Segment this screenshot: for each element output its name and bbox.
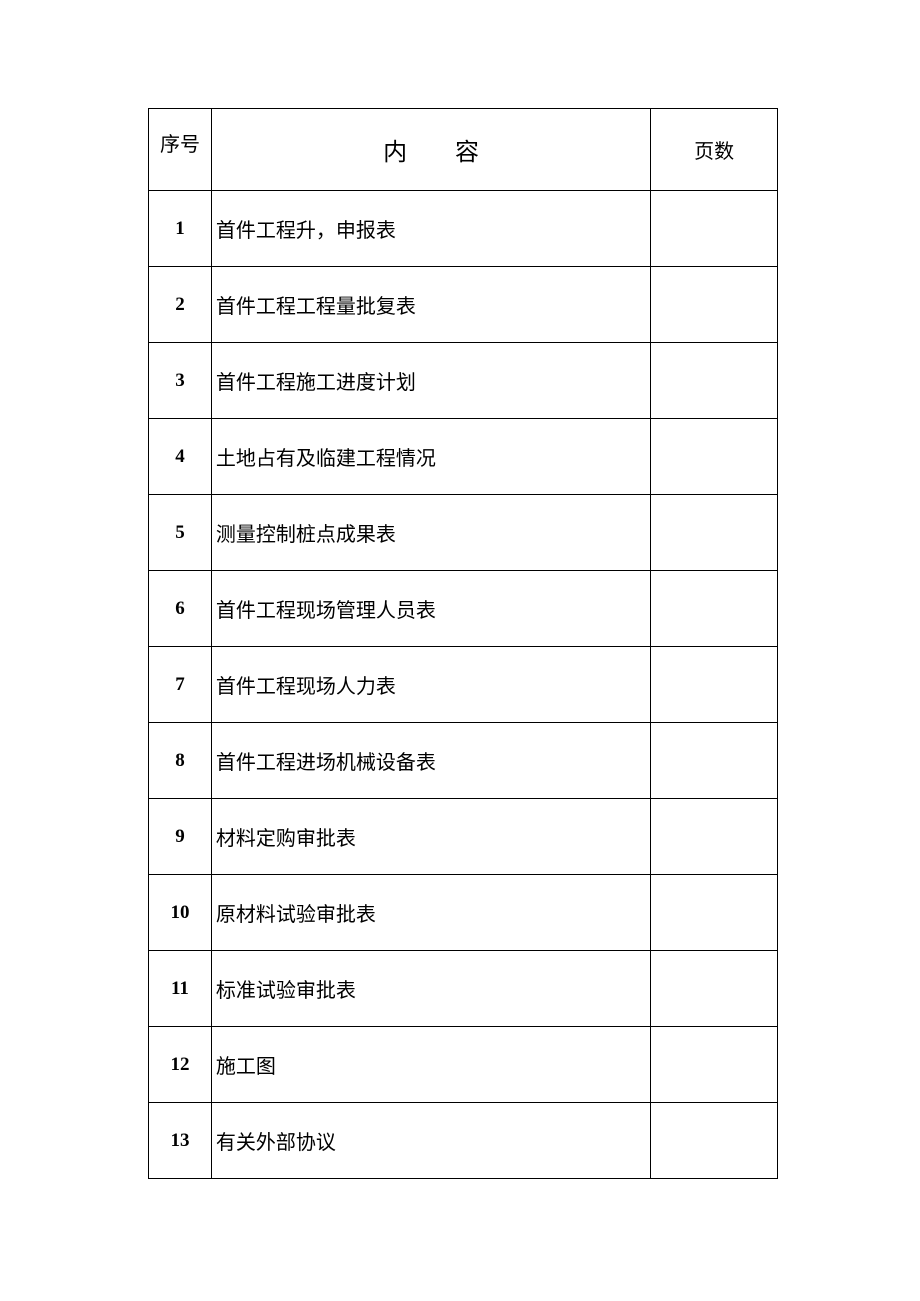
cell-index: 8 <box>149 723 212 799</box>
cell-content: 首件工程工程量批复表 <box>211 267 650 343</box>
cell-index: 3 <box>149 343 212 419</box>
cell-content: 首件工程升，申报表 <box>211 191 650 267</box>
cell-pages <box>651 647 778 723</box>
table-row: 8首件工程进场机械设备表 <box>149 723 778 799</box>
cell-index: 1 <box>149 191 212 267</box>
cell-pages <box>651 723 778 799</box>
cell-content: 土地占有及临建工程情况 <box>211 419 650 495</box>
cell-index: 9 <box>149 799 212 875</box>
cell-index: 11 <box>149 951 212 1027</box>
cell-content: 首件工程现场管理人员表 <box>211 571 650 647</box>
table-row: 13有关外部协议 <box>149 1103 778 1179</box>
cell-pages <box>651 875 778 951</box>
cell-index: 2 <box>149 267 212 343</box>
table-row: 1首件工程升，申报表 <box>149 191 778 267</box>
cell-pages <box>651 191 778 267</box>
table-row: 9材料定购审批表 <box>149 799 778 875</box>
cell-content: 首件工程施工进度计划 <box>211 343 650 419</box>
cell-pages <box>651 799 778 875</box>
cell-content: 有关外部协议 <box>211 1103 650 1179</box>
cell-pages <box>651 1103 778 1179</box>
cell-content: 首件工程进场机械设备表 <box>211 723 650 799</box>
cell-content: 测量控制桩点成果表 <box>211 495 650 571</box>
cell-pages <box>651 343 778 419</box>
table-row: 4土地占有及临建工程情况 <box>149 419 778 495</box>
cell-index: 7 <box>149 647 212 723</box>
cell-pages <box>651 419 778 495</box>
cell-content: 首件工程现场人力表 <box>211 647 650 723</box>
table-header-row: 序号 内容 页数 <box>149 109 778 191</box>
table-body: 1首件工程升，申报表2首件工程工程量批复表3首件工程施工进度计划4土地占有及临建… <box>149 191 778 1179</box>
header-pages: 页数 <box>651 109 778 191</box>
cell-index: 4 <box>149 419 212 495</box>
cell-index: 12 <box>149 1027 212 1103</box>
cell-pages <box>651 571 778 647</box>
cell-content: 材料定购审批表 <box>211 799 650 875</box>
cell-index: 10 <box>149 875 212 951</box>
cell-pages <box>651 951 778 1027</box>
cell-content: 施工图 <box>211 1027 650 1103</box>
table-row: 11标准试验审批表 <box>149 951 778 1027</box>
cell-content: 原材料试验审批表 <box>211 875 650 951</box>
contents-table: 序号 内容 页数 1首件工程升，申报表2首件工程工程量批复表3首件工程施工进度计… <box>148 108 778 1179</box>
cell-index: 6 <box>149 571 212 647</box>
table-row: 2首件工程工程量批复表 <box>149 267 778 343</box>
table-row: 3首件工程施工进度计划 <box>149 343 778 419</box>
table-row: 12施工图 <box>149 1027 778 1103</box>
header-content: 内容 <box>211 109 650 191</box>
cell-index: 5 <box>149 495 212 571</box>
table-row: 5测量控制桩点成果表 <box>149 495 778 571</box>
table-row: 10原材料试验审批表 <box>149 875 778 951</box>
cell-index: 13 <box>149 1103 212 1179</box>
cell-pages <box>651 267 778 343</box>
table-row: 6首件工程现场管理人员表 <box>149 571 778 647</box>
cell-pages <box>651 1027 778 1103</box>
cell-pages <box>651 495 778 571</box>
table-row: 7首件工程现场人力表 <box>149 647 778 723</box>
header-index: 序号 <box>149 109 212 191</box>
cell-content: 标准试验审批表 <box>211 951 650 1027</box>
